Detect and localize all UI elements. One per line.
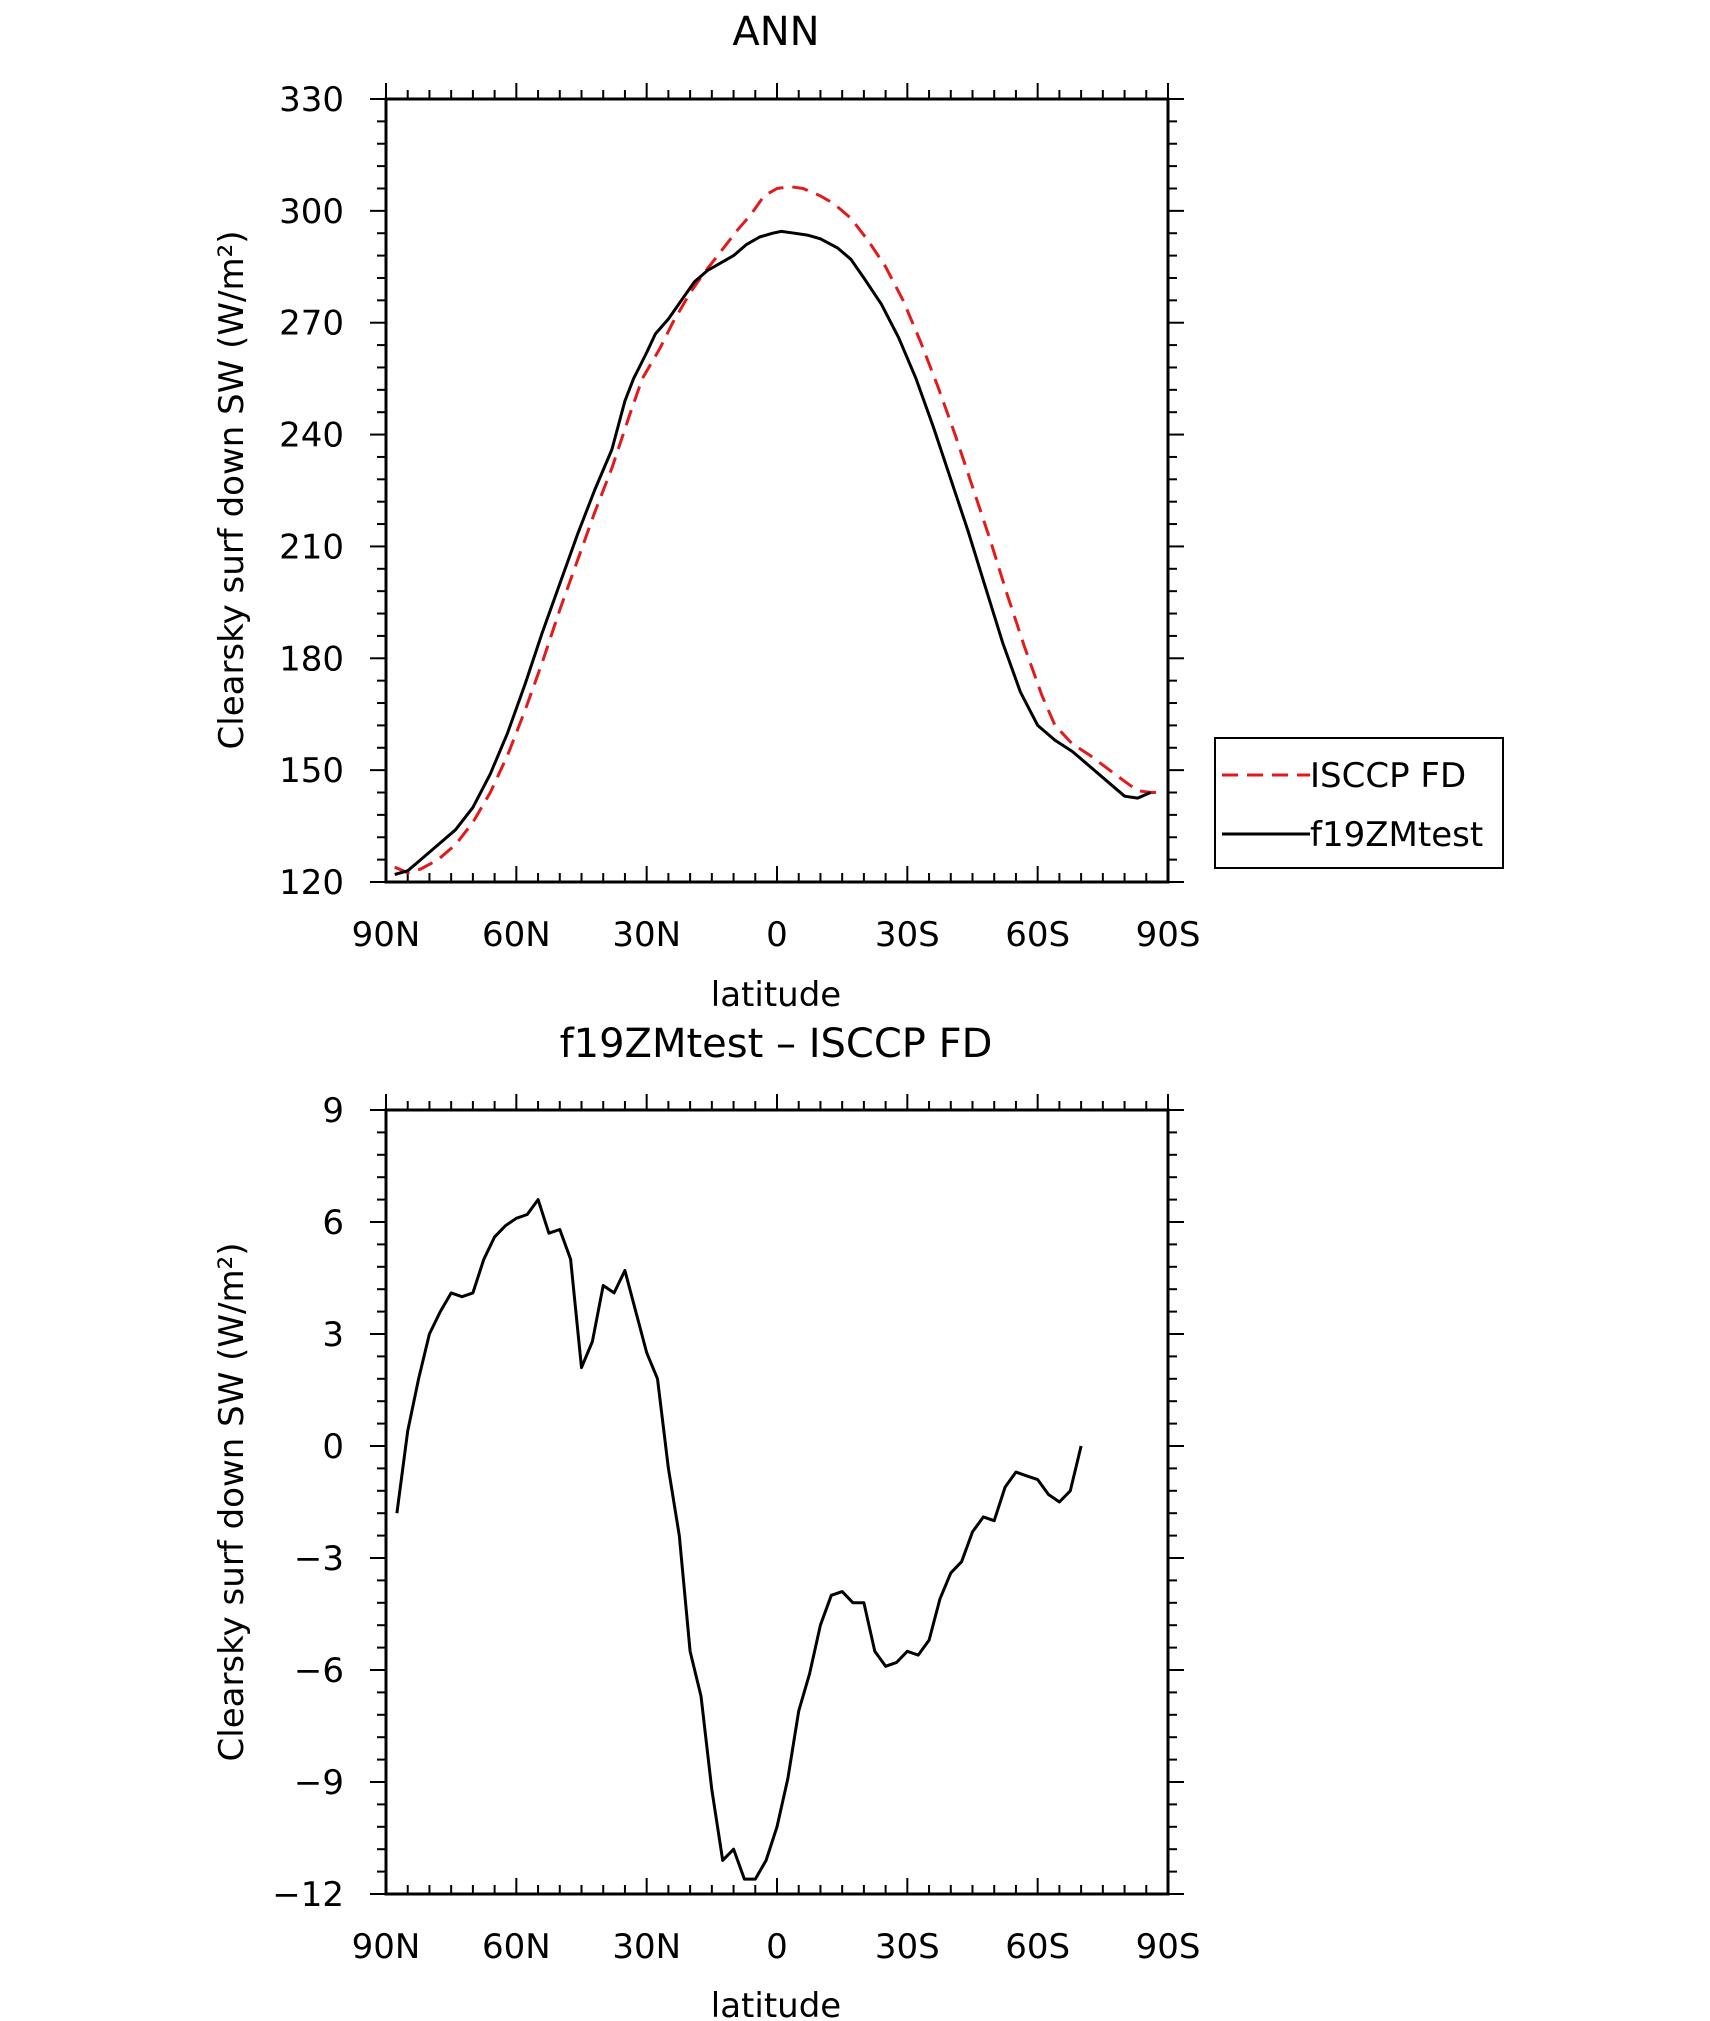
y-axis-label: Clearsky surf down SW (W/m²) [212, 1243, 252, 1762]
y-tick-label: 120 [279, 863, 344, 903]
legend-box [1214, 737, 1504, 869]
plot-frame [384, 97, 1170, 884]
y-tick-label: 150 [279, 751, 344, 791]
y-tick-label: −6 [294, 1651, 344, 1691]
x-tick-label: 0 [766, 1927, 788, 1967]
x-tick-label: 60N [482, 915, 551, 955]
y-tick-label: 300 [279, 192, 344, 232]
series-line-f19zmtest [394, 229, 1152, 876]
y-tick-label: 210 [279, 527, 344, 567]
x-tick-label: 60S [1005, 915, 1070, 955]
legend-label-isccp-fd: ISCCP FD [1310, 756, 1466, 796]
y-tick-label: 3 [322, 1315, 344, 1355]
axis-ticks [370, 83, 1184, 883]
plot-frame [384, 1108, 1170, 1896]
legend: ISCCP FD f19ZMtest [1214, 737, 1504, 869]
tick-labels: 90N 60N 30N 0 30S 60S 90S −12 −9 −6 −3 0 3 6 9 [272, 1091, 1200, 1967]
x-tick-label: 60N [482, 1927, 551, 1967]
x-tick-label: 0 [766, 915, 788, 955]
x-tick-label: 60S [1005, 1927, 1070, 1967]
panel-title: f19ZMtest – ISCCP FD [560, 1021, 993, 1067]
x-tick-label: 30S [875, 915, 940, 955]
x-tick-label: 30N [612, 915, 681, 955]
y-tick-label: 180 [279, 639, 344, 679]
panel-title: ANN [732, 9, 819, 55]
series-line-isccp-fd [394, 185, 1160, 875]
x-tick-label: 30N [612, 1927, 681, 1967]
y-tick-label: 9 [322, 1091, 344, 1131]
plot-lines [395, 1198, 1083, 1881]
y-tick-label: −3 [294, 1539, 344, 1579]
x-axis-label: latitude [711, 975, 841, 1015]
y-tick-label: 270 [279, 304, 344, 344]
axis-ticks [370, 1094, 1184, 1895]
x-tick-label: 30S [875, 1927, 940, 1967]
y-tick-label: 0 [322, 1427, 344, 1467]
tick-labels: 90N 60N 30N 0 30S 60S 90S 120 150 180 210 240 270 300… [279, 80, 1200, 955]
y-tick-label: −12 [272, 1875, 344, 1915]
plot-lines [394, 185, 1160, 876]
series-line-difference [395, 1198, 1083, 1881]
y-tick-label: 240 [279, 416, 344, 456]
x-tick-label: 90N [352, 1927, 421, 1967]
y-tick-label: 330 [279, 80, 344, 120]
x-tick-label: 90N [352, 915, 421, 955]
x-tick-label: 90S [1136, 915, 1201, 955]
x-tick-label: 90S [1136, 1927, 1201, 1967]
y-tick-label: 6 [322, 1203, 344, 1243]
difference-panel: f19ZMtest – ISCCP FD 90N 60N 30N 0 30S 60S 90S… [212, 1021, 1200, 2021]
y-axis-label: Clearsky surf down SW (W/m²) [212, 231, 252, 750]
y-tick-label: −9 [294, 1763, 344, 1803]
legend-label-f19zmtest: f19ZMtest [1310, 815, 1483, 855]
annual-mean-panel: ANN 90N 60N 30N 0 30S 60S 90S 120 150 180 210 240 27… [212, 9, 1504, 1015]
x-axis-label: latitude [711, 1986, 841, 2021]
